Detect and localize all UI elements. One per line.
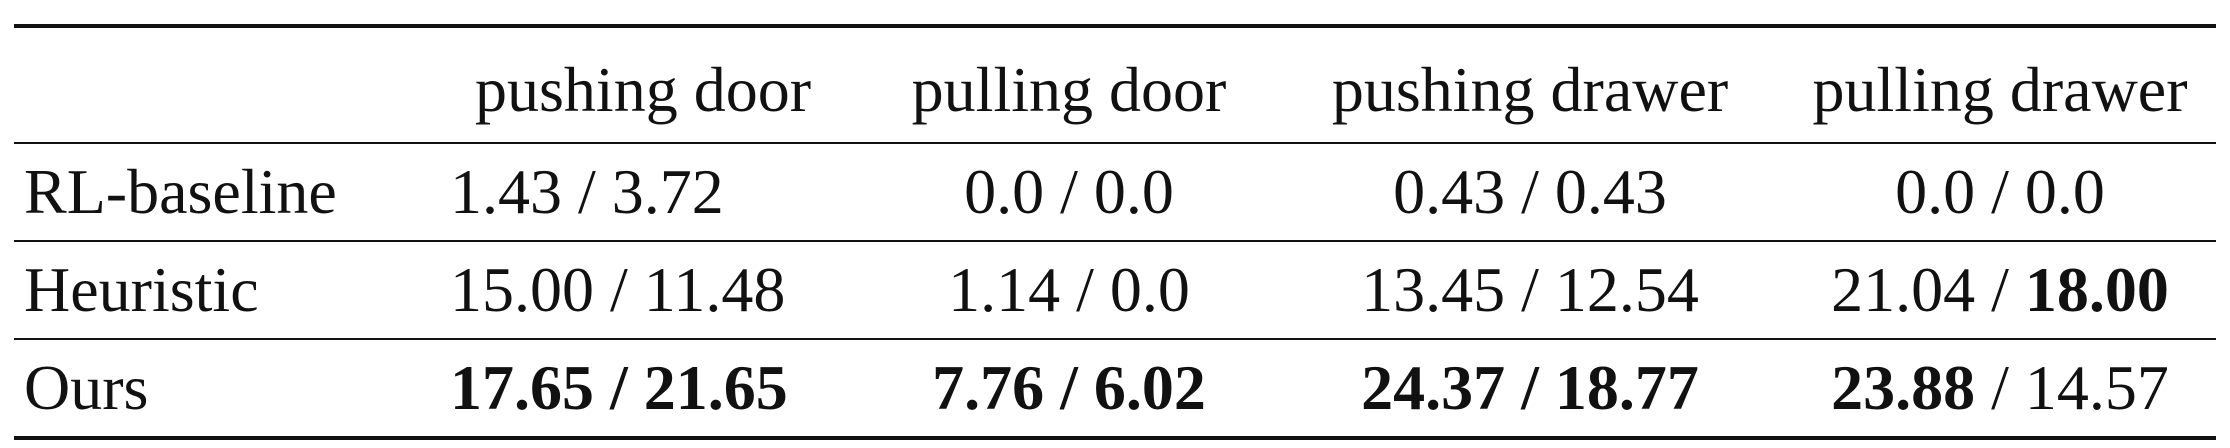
cell-separator: / — [1505, 254, 1555, 325]
cell-separator: / — [1505, 156, 1555, 227]
table-cell: 13.45 / 12.54 — [1276, 241, 1784, 340]
cell-value-a: 23.88 — [1831, 352, 1976, 423]
cell-value-b: 0.43 — [1554, 156, 1667, 227]
cell-value-b: 0.0 — [2024, 156, 2105, 227]
table-row: RL-baseline 1.43 / 3.72 0.0 / 0.0 0.43 /… — [14, 143, 2216, 242]
row-label: Heuristic — [14, 241, 424, 340]
table-cell: 17.65 / 21.65 — [424, 339, 862, 440]
table-cell: 0.43 / 0.43 — [1276, 143, 1784, 242]
column-header: pulling drawer — [1784, 24, 2216, 144]
cell-value-a: 21.04 — [1831, 254, 1976, 325]
header-corner — [14, 24, 424, 144]
table-header-row: pushing door pulling door pushing drawer… — [14, 24, 2216, 144]
cell-value-a: 0.0 — [1895, 156, 1976, 227]
column-header: pulling door — [862, 24, 1276, 144]
cell-separator: / — [594, 254, 644, 325]
cell-value-b: 3.72 — [611, 156, 724, 227]
cell-separator: / — [594, 352, 644, 423]
cell-value-a: 7.76 — [932, 352, 1045, 423]
table-row: Heuristic 15.00 / 11.48 1.14 / 0.0 13.45… — [14, 241, 2216, 340]
table-cell: 1.43 / 3.72 — [424, 143, 862, 242]
cell-value-b: 12.54 — [1554, 254, 1699, 325]
table-cell: 7.76 / 6.02 — [862, 339, 1276, 440]
row-label: Ours — [14, 339, 424, 440]
cell-value-b: 21.65 — [643, 352, 788, 423]
cell-value-b: 6.02 — [1093, 352, 1206, 423]
cell-separator: / — [1975, 156, 2025, 227]
table-cell: 23.88 / 14.57 — [1784, 339, 2216, 440]
cell-separator: / — [1044, 156, 1094, 227]
cell-separator: / — [562, 156, 612, 227]
cell-value-b: 0.0 — [1109, 254, 1190, 325]
cell-value-a: 0.0 — [964, 156, 1045, 227]
cell-value-a: 24.37 — [1361, 352, 1506, 423]
column-header: pushing door — [424, 24, 862, 144]
table-cell: 21.04 / 18.00 — [1784, 241, 2216, 340]
table-cell: 0.0 / 0.0 — [862, 143, 1276, 242]
cell-value-a: 15.00 — [450, 254, 594, 325]
cell-separator: / — [1044, 352, 1094, 423]
cell-separator: / — [1060, 254, 1110, 325]
results-table: pushing door pulling door pushing drawer… — [14, 24, 2216, 440]
cell-separator: / — [1505, 352, 1555, 423]
cell-value-a: 1.43 — [450, 156, 562, 227]
cell-value-b: 18.77 — [1554, 352, 1699, 423]
cell-value-b: 11.48 — [643, 254, 786, 325]
cell-separator: / — [1975, 352, 2025, 423]
column-header: pushing drawer — [1276, 24, 1784, 144]
table-cell: 24.37 / 18.77 — [1276, 339, 1784, 440]
table-cell: 15.00 / 11.48 — [424, 241, 862, 340]
cell-value-b: 18.00 — [2024, 254, 2169, 325]
table-row: Ours 17.65 / 21.65 7.76 / 6.02 24.37 / 1… — [14, 339, 2216, 440]
table-cell: 0.0 / 0.0 — [1784, 143, 2216, 242]
cell-value-a: 13.45 — [1361, 254, 1506, 325]
cell-value-a: 17.65 — [450, 352, 594, 423]
cell-value-a: 0.43 — [1393, 156, 1506, 227]
cell-value-b: 0.0 — [1093, 156, 1174, 227]
cell-separator: / — [1975, 254, 2025, 325]
row-label: RL-baseline — [14, 143, 424, 242]
cell-value-a: 1.14 — [948, 254, 1061, 325]
table-cell: 1.14 / 0.0 — [862, 241, 1276, 340]
cell-value-b: 14.57 — [2024, 352, 2169, 423]
